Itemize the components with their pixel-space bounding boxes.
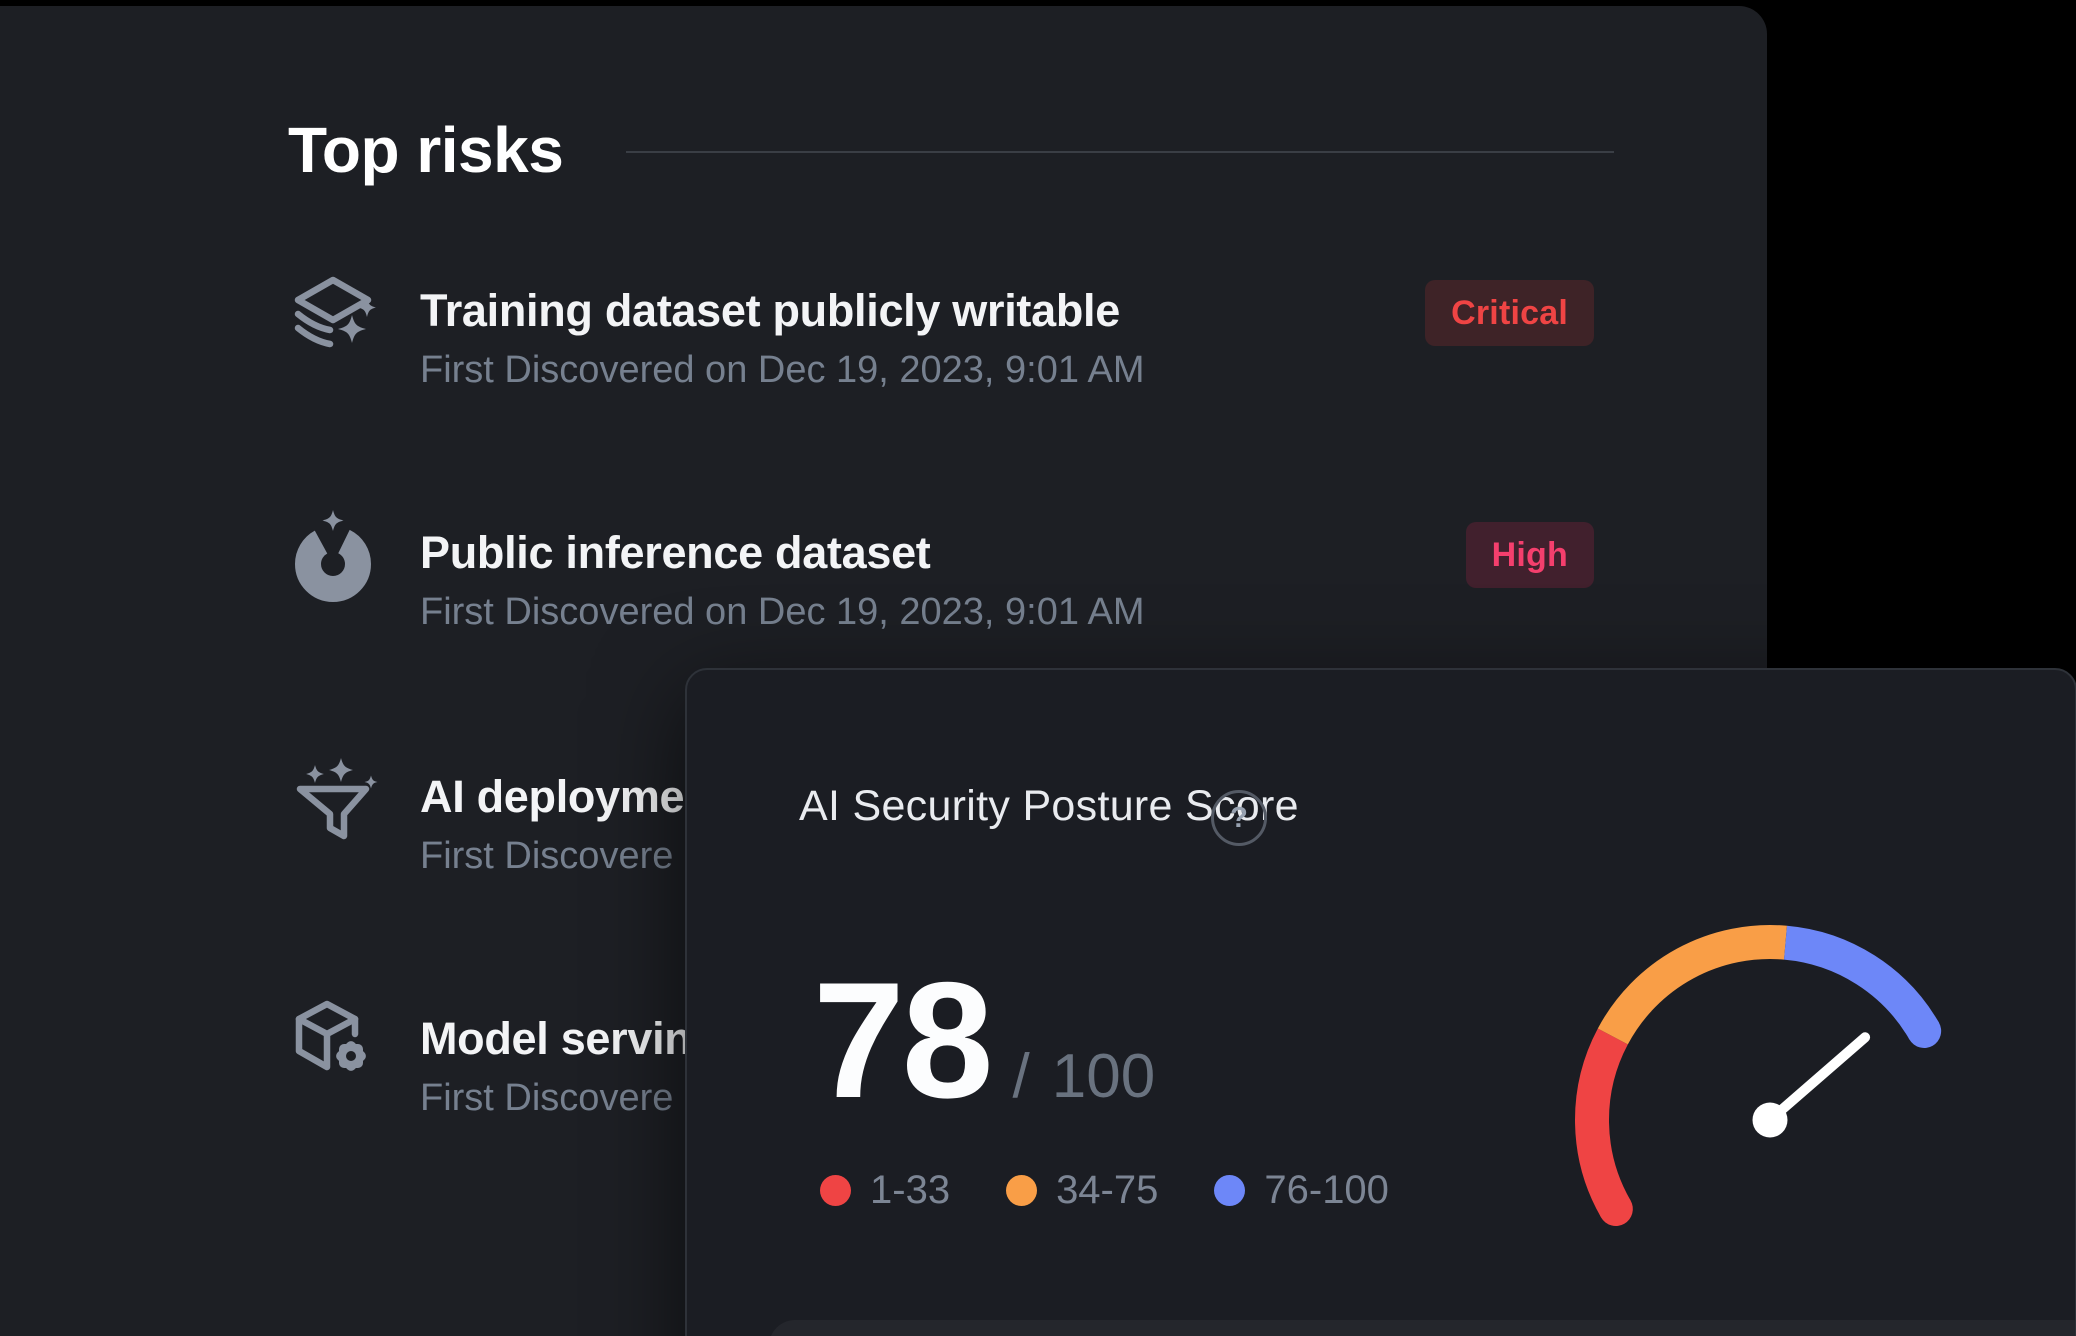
legend-item-medium: 34-75	[1006, 1170, 1158, 1210]
legend-item-high: 76-100	[1214, 1170, 1389, 1210]
score-card: AI Security Posture Score ? 78 / 100 1-3…	[685, 668, 2076, 1336]
score-divider: /	[1012, 1042, 1030, 1111]
legend-dot-orange	[1006, 1174, 1038, 1206]
score-legend: 1-33 34-75 76-100	[820, 1170, 1389, 1210]
risk-row[interactable]: Model serving First Discovere	[285, 992, 1594, 1142]
legend-label: 34-75	[1056, 1168, 1159, 1212]
risk-title: Model serving	[420, 1013, 719, 1064]
risk-row[interactable]: AI deploymen First Discovere	[285, 750, 1594, 900]
card-bottom-section	[769, 1320, 2075, 1336]
help-icon[interactable]: ?	[1211, 790, 1267, 846]
legend-dot-blue	[1214, 1174, 1246, 1206]
posture-score-gauge	[1575, 925, 1942, 1226]
score-max: 100	[1051, 1042, 1156, 1111]
gauge-needle	[1765, 1032, 1871, 1125]
dataset-layers-sparkle-icon	[294, 276, 376, 348]
risk-title: AI deploymen	[420, 771, 712, 822]
legend-label: 1-33	[870, 1168, 951, 1212]
risk-row[interactable]: Training dataset publicly writable First…	[285, 264, 1594, 414]
top-risks-title: Top risks	[288, 114, 564, 186]
risk-row[interactable]: Public inference dataset First Discovere…	[285, 506, 1594, 656]
funnel-sparkles-icon	[296, 758, 378, 840]
help-question-mark: ?	[1230, 801, 1248, 834]
risk-first-discovered: First Discovere	[420, 835, 674, 877]
severity-badge: Critical	[1425, 280, 1594, 346]
risk-first-discovered: First Discovered on Dec 19, 2023, 9:01 A…	[420, 349, 1145, 391]
risk-first-discovered: First Discovered on Dec 19, 2023, 9:01 A…	[420, 591, 1145, 633]
score-value: 78	[813, 948, 994, 1132]
severity-badge: High	[1465, 522, 1594, 588]
legend-dot-red	[820, 1174, 851, 1206]
legend-item-low: 1-33	[820, 1170, 950, 1210]
risk-title: Public inference dataset	[420, 527, 931, 578]
section-divider	[626, 151, 1614, 153]
gauge-needle-hub	[1752, 1102, 1788, 1138]
cube-gear-icon	[295, 1000, 366, 1071]
risk-title: Training dataset publicly writable	[420, 285, 1120, 336]
risk-first-discovered: First Discovere	[420, 1077, 674, 1119]
score-readout: 78 / 100	[813, 958, 1155, 1123]
legend-label: 76-100	[1264, 1168, 1389, 1212]
dataset-notch-sparkle-icon	[295, 510, 371, 602]
